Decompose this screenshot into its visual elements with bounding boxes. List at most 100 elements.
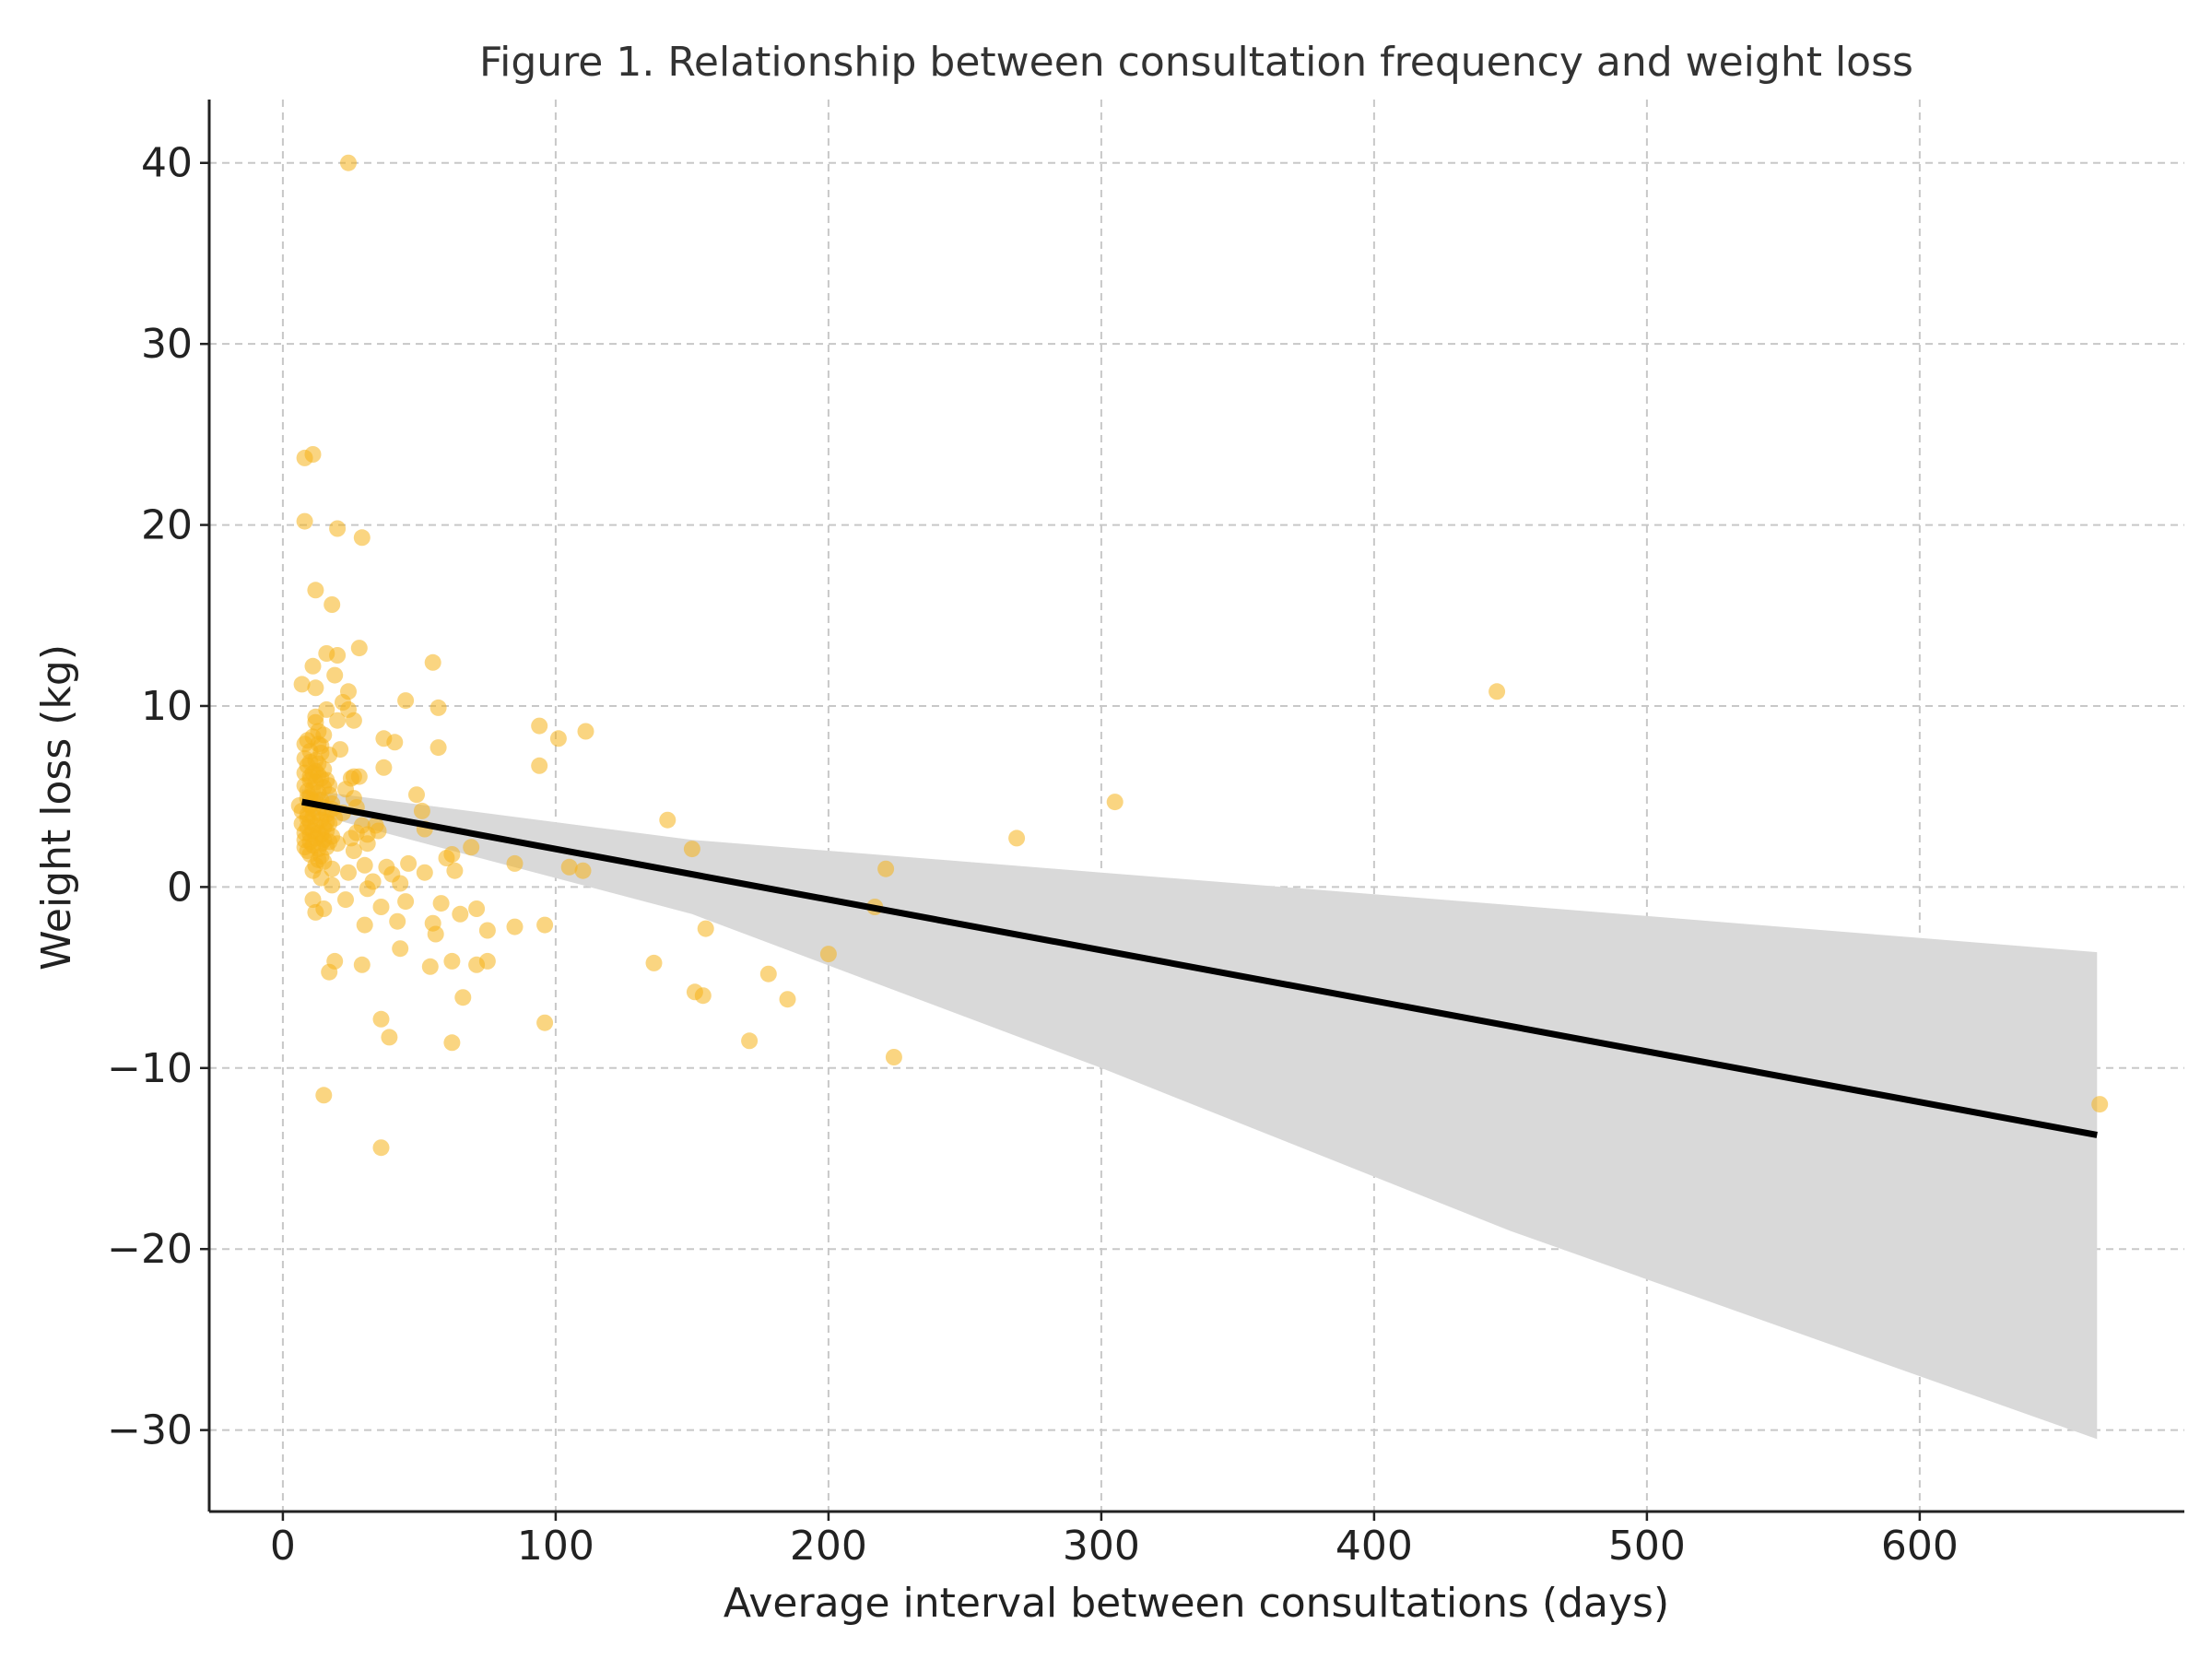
data-point [315,1087,333,1104]
data-point [329,520,347,537]
data-point [1488,683,1506,700]
data-point [381,1029,398,1046]
data-point [454,989,472,1006]
data-point [413,802,430,819]
data-point [536,916,554,934]
data-point [340,154,357,171]
data-point [560,858,578,876]
data-point [296,512,313,530]
data-point [345,768,362,785]
data-point [337,781,354,798]
data-point [375,759,393,776]
confidence-band-layer [301,789,2098,1440]
x-tick-label: 300 [1063,1523,1140,1570]
x-tick-label: 400 [1335,1523,1413,1570]
data-point [335,694,351,711]
data-point [392,875,409,892]
data-point [759,965,777,982]
data-point [574,862,592,879]
data-point [307,582,324,599]
data-point [359,880,376,898]
data-point [400,854,418,872]
data-point [304,891,322,909]
data-point [345,712,362,729]
data-point [337,891,354,909]
data-point [2091,1096,2109,1113]
data-point [506,854,524,872]
x-axis-label: Average interval between consultations (… [724,1580,1669,1627]
data-point [307,679,324,697]
data-point [356,916,373,934]
data-point [438,850,455,866]
y-tick-label: 0 [167,864,193,911]
data-point [416,864,433,881]
data-point [345,842,362,860]
data-point [386,734,404,751]
data-point [549,730,567,747]
axes: 0 100 200 300 400 500 600 −30 −20 −10 0 10 20 30 40 [107,100,2184,1570]
y-tick-label: −20 [107,1226,193,1273]
data-point [353,529,371,547]
data-point [478,952,496,970]
y-tick-label: 40 [141,140,193,187]
data-point [432,895,450,912]
data-point [819,946,837,963]
confidence-band [301,789,2098,1440]
data-point [659,811,677,829]
data-point [478,922,496,939]
data-point [421,958,439,975]
x-tick-label: 0 [270,1523,296,1570]
data-point [885,1049,902,1065]
data-point [429,739,447,757]
data-point [697,920,714,937]
data-point [397,692,415,710]
data-point [877,860,895,877]
data-point [1008,830,1026,847]
x-tick-label: 100 [517,1523,594,1570]
data-point [468,900,486,917]
data-point [321,963,338,981]
data-point [531,757,548,774]
data-point [340,864,357,881]
data-point [452,905,469,923]
data-point [367,817,384,834]
data-point [372,899,390,915]
y-tick-label: −10 [107,1045,193,1092]
data-point [443,952,461,970]
data-point [446,862,464,879]
regression-line-layer [300,798,2098,1138]
data-point [324,860,341,877]
data-point [397,893,415,911]
data-point [463,839,480,856]
y-tick-label: −30 [107,1407,193,1454]
data-point [329,712,347,729]
data-point [424,653,441,671]
data-point [353,956,371,973]
regression-line [300,798,2098,1138]
data-point [301,768,319,785]
data-point [429,699,447,716]
chart-title: Figure 1. Relationship between consultat… [479,39,1913,86]
data-point [372,1010,390,1028]
data-point [307,713,324,731]
y-tick-label: 20 [141,502,193,549]
data-point [329,835,347,853]
data-point [531,717,548,735]
x-tick-label: 200 [790,1523,867,1570]
x-tick-label: 600 [1881,1523,1959,1570]
data-point [694,987,712,1005]
data-point [443,1034,461,1052]
data-point [324,596,341,613]
data-point [408,786,425,804]
data-point [389,912,406,930]
data-point [304,657,322,675]
data-point [315,726,333,744]
data-point [326,666,344,684]
y-tick-label: 10 [141,683,193,730]
data-point [307,903,324,921]
data-point [312,869,330,887]
data-point [356,856,373,874]
data-point [304,446,322,463]
data-point [318,771,335,789]
